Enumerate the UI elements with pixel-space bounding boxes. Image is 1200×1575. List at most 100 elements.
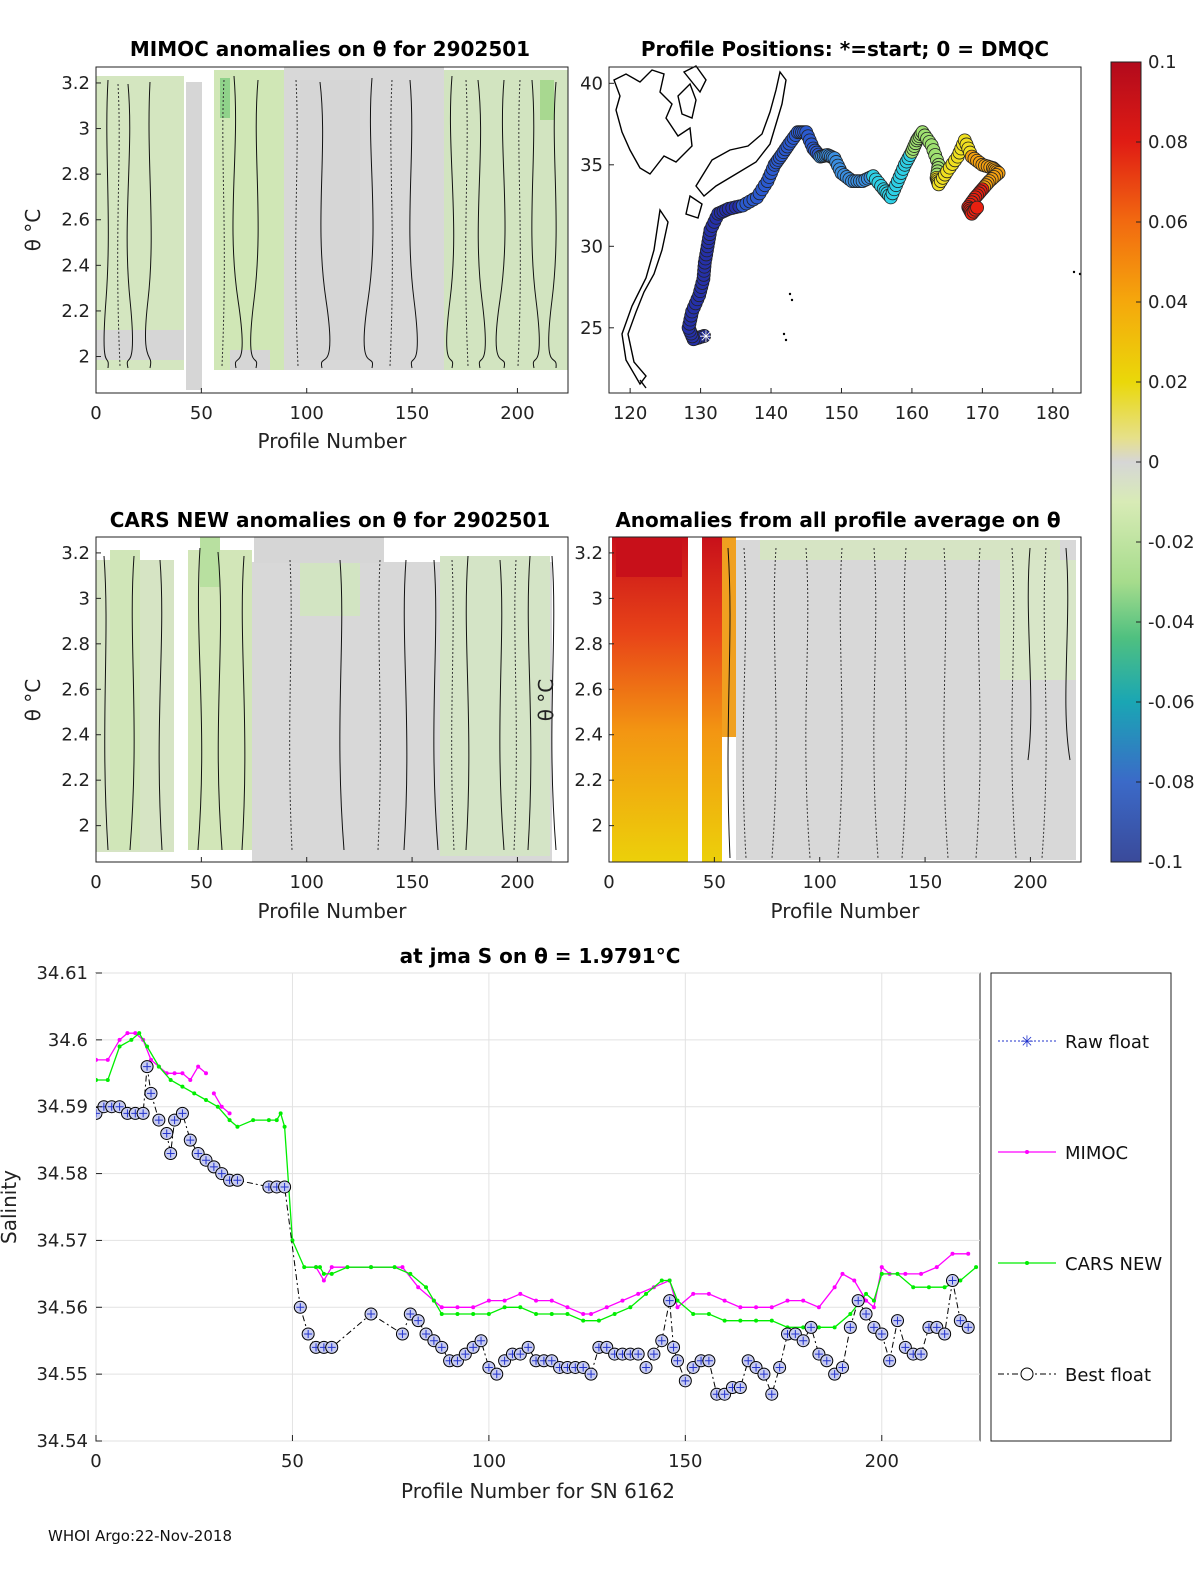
cars-new-point <box>596 1318 601 1323</box>
cars-new-point <box>431 1298 436 1303</box>
x-tick-label: 200 <box>1013 872 1047 893</box>
raw-float-point <box>367 1309 376 1318</box>
cars-new-point <box>549 1311 554 1316</box>
raw-float-point <box>186 1136 195 1145</box>
x-tick-label: 200 <box>500 872 534 893</box>
mimoc-point <box>125 1031 130 1036</box>
cars-new-point <box>871 1298 876 1303</box>
mimoc-point <box>934 1265 939 1270</box>
mimoc-point <box>769 1305 774 1310</box>
cars-new-point <box>215 1104 220 1109</box>
salinity-y-tick-label: 34.59 <box>36 1097 88 1118</box>
raw-float-point <box>453 1356 462 1365</box>
cars-new-point <box>534 1311 539 1316</box>
raw-float-point <box>956 1316 965 1325</box>
map-x-axis: 120 130 140 150 160 170 180 <box>613 388 1070 424</box>
raw-float-point <box>587 1370 596 1379</box>
average-anomaly-panel: Anomalies from all profile average on θ <box>534 508 1082 923</box>
raw-float-point <box>217 1169 226 1178</box>
mimoc-point <box>589 1311 594 1316</box>
cars-y-label: θ °C <box>21 679 45 722</box>
cars-new-point <box>105 1077 110 1082</box>
average-anomaly-field <box>612 537 1076 862</box>
mimoc-point <box>832 1285 837 1290</box>
colorbar: 0.1 0.08 0.06 0.04 0.02 0 -0.02 -0.04 -0.06 -0.08… <box>1110 52 1195 873</box>
colorbar-tick-label: -0.08 <box>1148 772 1195 793</box>
cars-new-point <box>290 1238 295 1243</box>
cars-new-point <box>317 1265 322 1270</box>
salinity-y-tick-label: 34.54 <box>36 1431 88 1452</box>
mimoc-point <box>96 1057 98 1062</box>
salinity-x-tick-label: 150 <box>668 1451 702 1472</box>
cars-panel-title: CARS NEW anomalies on θ for 2902501 <box>110 508 551 532</box>
mimoc-point <box>518 1291 523 1296</box>
raw-float-point <box>547 1356 556 1365</box>
raw-float-point <box>673 1356 682 1365</box>
cars-new-point <box>345 1265 350 1270</box>
mimoc-point <box>581 1311 586 1316</box>
cars-new-point <box>754 1318 759 1323</box>
raw-float-point <box>406 1309 415 1318</box>
mimoc-point <box>105 1057 110 1062</box>
raw-float-point <box>744 1356 753 1365</box>
raw-float-point <box>940 1330 949 1339</box>
raw-float-point <box>822 1356 831 1365</box>
mimoc-y-axis: 3.2 3 2.8 2.6 2.4 2.2 2 <box>61 73 101 368</box>
raw-float-point <box>838 1363 847 1372</box>
raw-float-point <box>642 1363 651 1372</box>
raw-float-point <box>869 1323 878 1332</box>
mimoc-point <box>691 1291 696 1296</box>
raw-float-point <box>115 1102 124 1111</box>
mimoc-point <box>675 1305 680 1310</box>
raw-float-point <box>634 1350 643 1359</box>
cars-new-point <box>168 1077 173 1082</box>
colorbar-tick-label: 0.06 <box>1148 212 1188 233</box>
raw-float-point <box>736 1383 745 1392</box>
salinity-x-tick-label: 200 <box>865 1451 899 1472</box>
x-tick-label: 100 <box>290 403 324 424</box>
cars-new-point <box>471 1311 476 1316</box>
raw-float-point <box>304 1330 313 1339</box>
y-tick-label: 35 <box>580 155 603 176</box>
x-tick-label: 180 <box>1036 403 1070 424</box>
colorbar-ticks: 0.1 0.08 0.06 0.04 0.02 0 -0.02 -0.04 -0.06 -0.08… <box>1136 52 1195 873</box>
y-tick-label: 25 <box>580 318 603 339</box>
colorbar-tick-label: -0.06 <box>1148 692 1195 713</box>
salinity-y-tick-label: 34.55 <box>36 1364 88 1385</box>
raw-float-point <box>139 1109 148 1118</box>
cars-new-point <box>667 1278 672 1283</box>
raw-float-point <box>657 1336 666 1345</box>
salinity-y-tick-label: 34.61 <box>36 963 88 984</box>
raw-float-point <box>862 1309 871 1318</box>
salinity-x-tick-label: 0 <box>90 1451 101 1472</box>
mimoc-point <box>455 1305 460 1310</box>
cars-new-point <box>235 1124 240 1129</box>
mimoc-point <box>439 1305 444 1310</box>
x-tick-label: 150 <box>908 872 942 893</box>
x-tick-label: 0 <box>90 872 101 893</box>
mimoc-point <box>738 1305 743 1310</box>
raw-float-point <box>579 1363 588 1372</box>
legend: ✳ Raw float MIMOC CARS NEW Best float <box>990 972 1172 1442</box>
raw-float-point <box>893 1316 902 1325</box>
y-tick-label: 3.2 <box>61 543 90 564</box>
cars-new-point <box>722 1318 727 1323</box>
mimoc-point <box>416 1285 421 1290</box>
colorbar-tick-label: 0.04 <box>1148 292 1188 313</box>
mimoc-point <box>871 1305 876 1310</box>
y-tick-label: 2.8 <box>61 164 90 185</box>
raw-float-point <box>854 1296 863 1305</box>
raw-float-point <box>296 1303 305 1312</box>
mimoc-anomaly-panel: MIMOC anomalies on θ for 2902501 <box>21 37 569 453</box>
cars-new-point <box>145 1044 150 1049</box>
cars-new-point <box>302 1265 307 1270</box>
y-tick-label: 2.4 <box>61 725 90 746</box>
raw-float-point <box>669 1343 678 1352</box>
float-track <box>681 125 1006 347</box>
raw-float-point <box>398 1330 407 1339</box>
cars-new-point <box>879 1271 884 1276</box>
y-tick-label: 3 <box>79 119 90 140</box>
cars-new-point <box>192 1091 197 1096</box>
average-x-label: Profile Number <box>771 899 921 923</box>
